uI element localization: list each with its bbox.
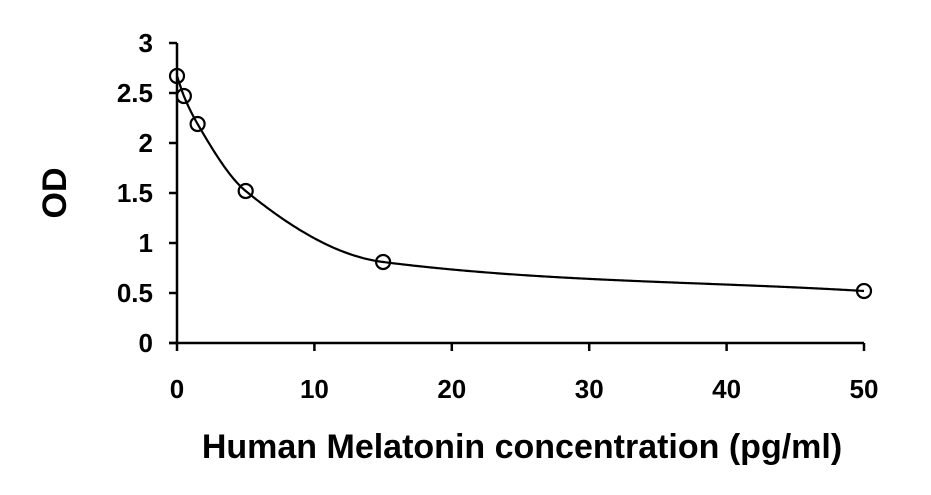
data-point bbox=[855, 282, 873, 300]
data-point bbox=[375, 253, 392, 271]
fit-curve bbox=[175, 75, 865, 293]
y-tick-label: 2 bbox=[139, 128, 153, 158]
data-point bbox=[237, 182, 254, 200]
data-point bbox=[189, 115, 206, 133]
y-tick-label: 0.5 bbox=[117, 278, 153, 308]
x-tick-label: 40 bbox=[712, 374, 741, 404]
x-tick-label: 30 bbox=[575, 374, 604, 404]
y-axis-ticks: 0 0.5 1 1.5 2 2.5 3 bbox=[117, 28, 177, 358]
y-tick-label: 3 bbox=[139, 28, 153, 58]
y-tick-label: 2.5 bbox=[117, 78, 153, 108]
x-tick-label: 10 bbox=[300, 374, 329, 404]
y-tick-label: 1 bbox=[139, 228, 153, 258]
x-tick-label: 20 bbox=[437, 374, 466, 404]
data-point bbox=[175, 87, 192, 105]
y-axis-title: OD bbox=[36, 168, 74, 219]
data-point bbox=[168, 67, 186, 85]
y-tick-label: 0 bbox=[139, 328, 153, 358]
x-axis-title: Human Melatonin concentration (pg/ml) bbox=[202, 428, 842, 466]
x-tick-label: 50 bbox=[850, 374, 879, 404]
x-axis-ticks: 0 10 20 30 40 50 bbox=[170, 343, 879, 404]
y-tick-label: 1.5 bbox=[117, 178, 153, 208]
x-tick-label: 0 bbox=[170, 374, 184, 404]
data-points bbox=[168, 67, 873, 300]
